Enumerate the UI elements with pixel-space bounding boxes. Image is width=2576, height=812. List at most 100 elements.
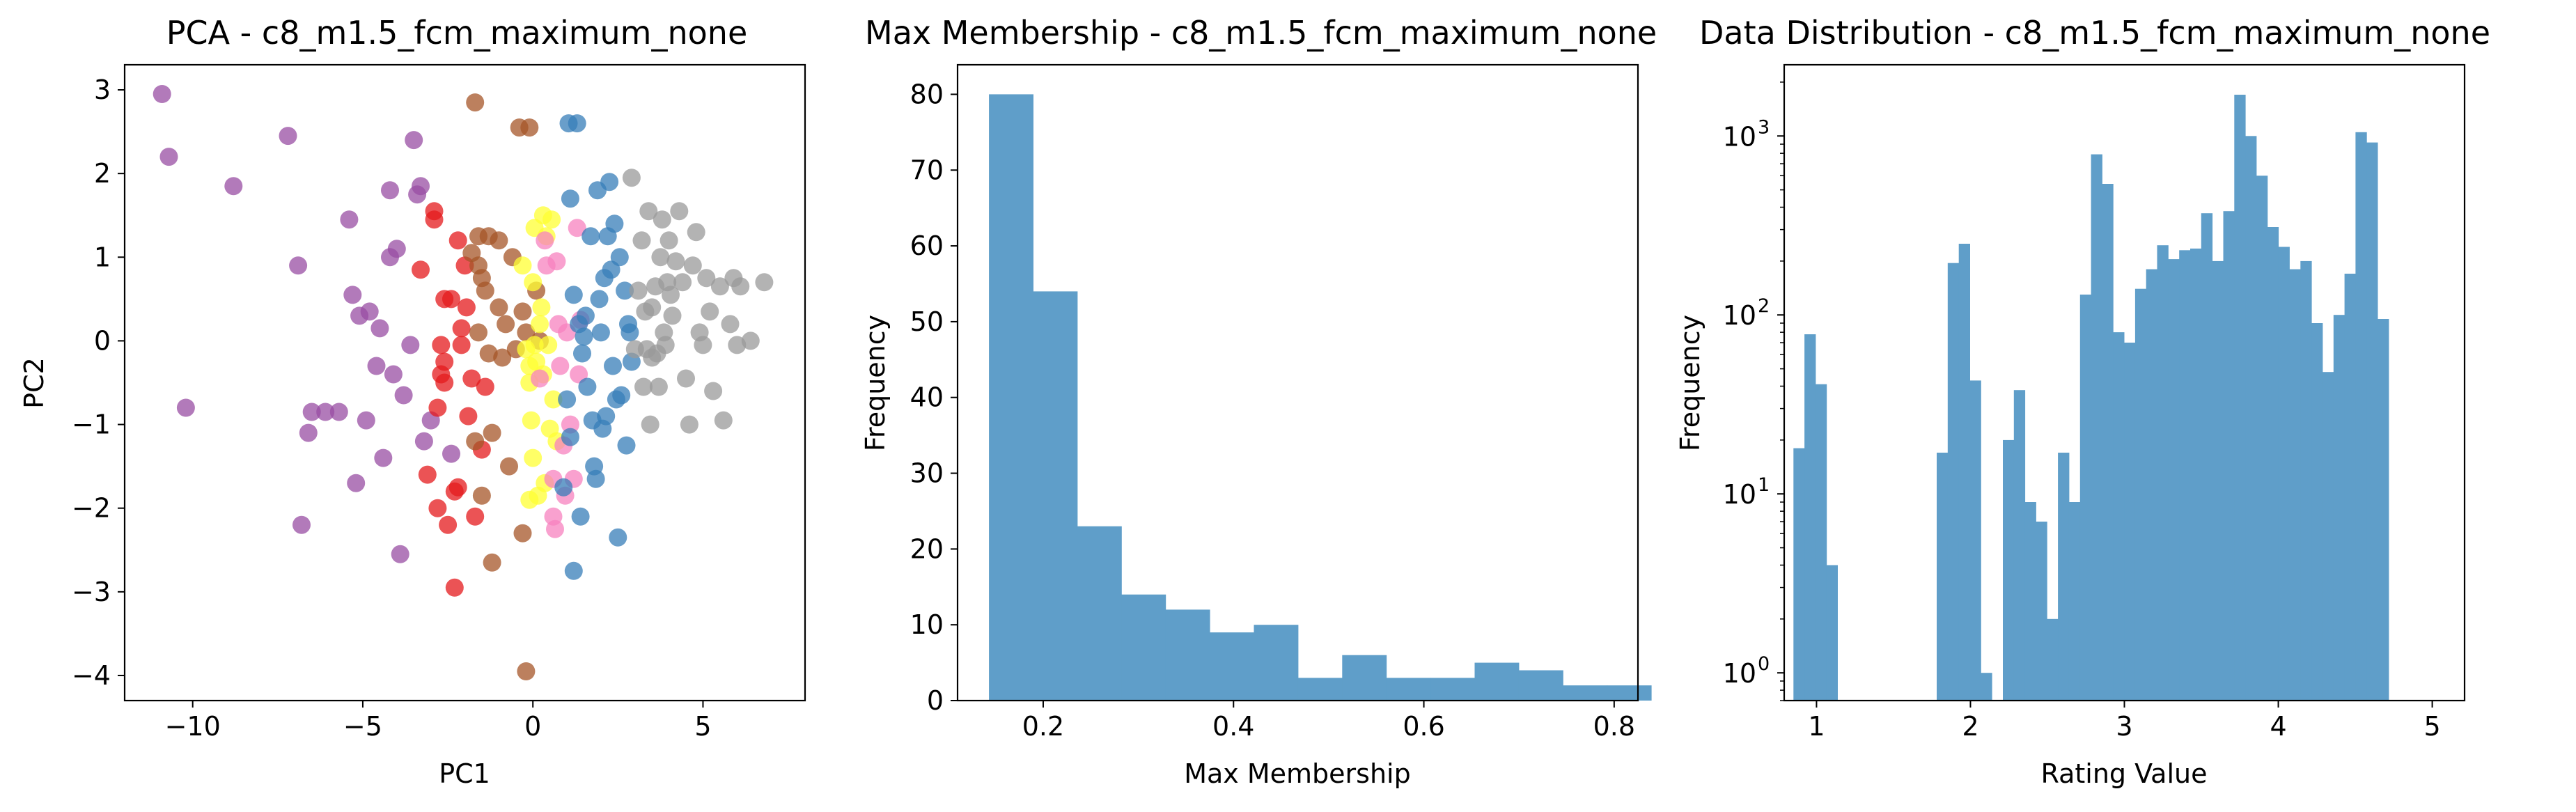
scatter-point (568, 219, 586, 237)
scatter-point (153, 85, 171, 103)
y-tick-label: −1 (72, 409, 111, 440)
scatter-point (677, 369, 695, 388)
x-tick-label: 5 (2423, 711, 2440, 742)
scatter-point (343, 286, 362, 304)
scatter-point (490, 231, 508, 250)
scatter-point (544, 390, 563, 409)
chart-title: PCA - c8_m1.5_fcm_maximum_none (166, 14, 748, 52)
y-tick-label: 30 (910, 458, 944, 489)
scatter-point (728, 336, 747, 354)
scatter-point (590, 290, 609, 309)
histogram-bar (2344, 274, 2356, 701)
y-tick-label: 3 (94, 75, 111, 105)
y-tick-exponent: 0 (1758, 653, 1770, 675)
histogram-bar (1297, 678, 1343, 701)
scatter-point (513, 256, 532, 275)
scatter-point (546, 520, 564, 538)
histogram-bar (2157, 245, 2169, 701)
histogram-bar (2068, 502, 2081, 701)
histogram-bar (989, 94, 1033, 701)
histogram-bar (1254, 625, 1299, 701)
scatter-point (367, 357, 386, 375)
y-tick-label: 20 (910, 533, 944, 564)
scatter-point (479, 344, 498, 363)
scatter-point (564, 561, 583, 580)
scatter-point (542, 210, 561, 229)
scatter-point (622, 169, 641, 187)
x-tick-label: 0.6 (1403, 711, 1444, 742)
scatter-point (466, 507, 485, 526)
max-membership-histogram: Max Membership - c8_m1.5_fcm_maximum_non… (860, 14, 1657, 789)
x-axis-ticks: 0.2 0.4 0.6 0.8 (1022, 701, 1635, 742)
histogram-bar (2278, 247, 2290, 701)
y-tick-label: 0 (94, 325, 111, 356)
pca-scatter-chart: PCA - c8_m1.5_fcm_maximum_none −10 −5 0 5 −… (19, 14, 806, 789)
scatter-point (697, 269, 716, 288)
scatter-point (391, 545, 409, 563)
scatter-point (673, 273, 692, 292)
scatter-point (551, 357, 570, 375)
scatter-point (741, 331, 760, 350)
scatter-point (412, 260, 430, 279)
scatter-point (571, 507, 590, 526)
y-tick-label: 10 (1723, 658, 1756, 689)
scatter-point (513, 302, 532, 321)
scatter-point (561, 189, 579, 208)
scatter-point (576, 306, 595, 325)
scatter-point (605, 214, 624, 233)
scatter-point (442, 290, 460, 309)
histogram-bar (2300, 260, 2312, 701)
x-tick-label: 0.2 (1022, 711, 1064, 742)
histogram-bar (1033, 291, 1078, 701)
scatter-point (435, 373, 454, 392)
histogram-bar (2223, 211, 2235, 701)
histogram-bar (1342, 655, 1387, 701)
scatter-point (428, 499, 447, 517)
histogram-bar (1937, 453, 1949, 701)
scatter-point (575, 327, 593, 346)
scatter-point (531, 315, 549, 334)
y-tick-label: 2 (94, 158, 111, 189)
y-tick-label: 50 (910, 306, 944, 337)
scatter-point (442, 444, 460, 463)
scatter-point (381, 181, 399, 200)
histogram-bar (1121, 594, 1166, 701)
histogram-bar (2311, 323, 2323, 701)
scatter-point (457, 298, 476, 317)
x-axis-ticks: −10 −5 0 5 (165, 701, 712, 742)
x-tick-label: −10 (165, 711, 221, 742)
histogram-bar (2378, 319, 2389, 701)
scatter-point (554, 478, 573, 497)
scatter-point (513, 524, 532, 542)
y-tick-label: 10 (1723, 300, 1756, 331)
histogram-bar (2190, 248, 2202, 701)
scatter-point (466, 93, 485, 112)
histogram-bar (1430, 678, 1475, 701)
scatter-point (517, 662, 536, 680)
y-tick-exponent: 2 (1758, 295, 1770, 317)
histogram-bar (2245, 136, 2257, 701)
scatter-point (401, 336, 420, 354)
scatter-point (680, 415, 698, 434)
scatter-point (659, 231, 678, 250)
scatter-point (704, 382, 723, 400)
y-tick-label: −2 (72, 493, 111, 524)
scatter-point (524, 273, 542, 292)
scatter-point (435, 352, 454, 371)
scatter-point (639, 202, 658, 221)
x-tick-label: 5 (694, 711, 711, 742)
scatter-point (600, 173, 619, 192)
histogram-bar (2366, 142, 2378, 701)
histogram-bar (2047, 618, 2059, 701)
scatter-point (428, 398, 447, 417)
scatter-point (687, 223, 705, 242)
y-axis-ticks: 0 10 20 30 40 50 60 70 80 (910, 79, 958, 716)
histogram-bar (2134, 288, 2147, 701)
y-tick-label: 10 (910, 609, 944, 640)
scatter-point (620, 323, 639, 342)
scatter-point (176, 398, 195, 417)
histogram-bar (2003, 439, 2015, 701)
x-tick-label: 4 (2270, 711, 2286, 742)
